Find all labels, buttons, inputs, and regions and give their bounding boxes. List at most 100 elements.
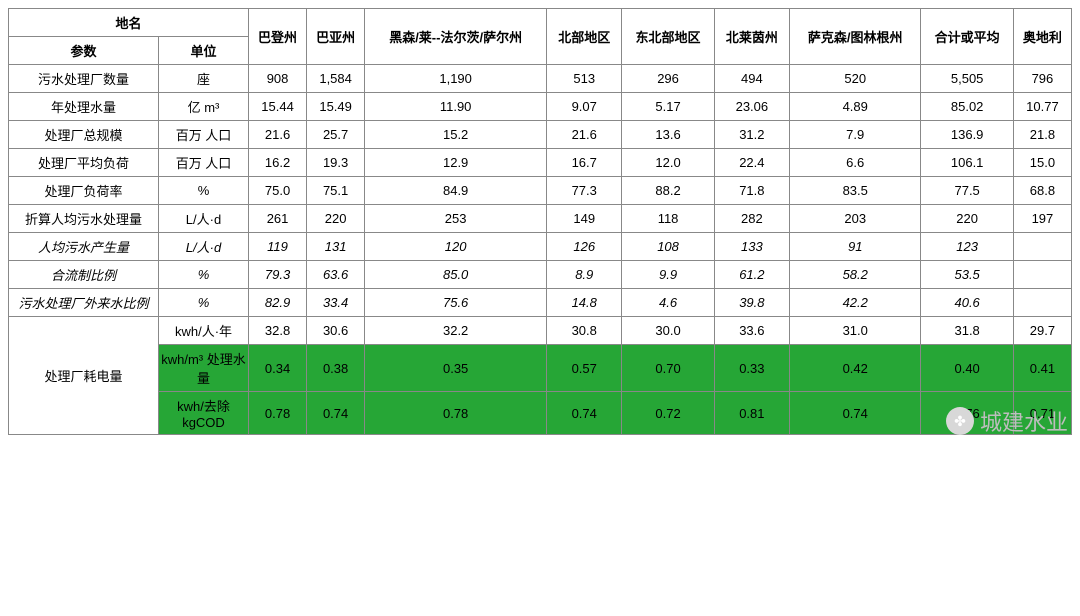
header-unit: 单位	[159, 37, 249, 65]
table-row: 折算人均污水处理量L/人·d26122025314911828220322019…	[9, 205, 1072, 233]
cell: 0.74	[307, 392, 365, 435]
cell: 0.78	[249, 392, 307, 435]
param-cell: 人均污水产生量	[9, 233, 159, 261]
cell: 31.8	[921, 317, 1013, 345]
header-placename: 地名	[9, 9, 249, 37]
cell: 0.74	[789, 392, 920, 435]
cell: 4.6	[622, 289, 714, 317]
cell: 0.41	[1013, 345, 1071, 392]
cell: 0.34	[249, 345, 307, 392]
region-1: 巴亚州	[307, 9, 365, 65]
region-0: 巴登州	[249, 9, 307, 65]
cell: 0.78	[365, 392, 547, 435]
cell	[1013, 261, 1071, 289]
cell	[1013, 233, 1071, 261]
cell: 0.71	[1013, 392, 1071, 435]
cell: 68.8	[1013, 177, 1071, 205]
cell: 136.9	[921, 121, 1013, 149]
cell: 15.2	[365, 121, 547, 149]
cell: 5.17	[622, 93, 714, 121]
cell: 88.2	[622, 177, 714, 205]
cell: 83.5	[789, 177, 920, 205]
cell: 33.4	[307, 289, 365, 317]
cell: 796	[1013, 65, 1071, 93]
cell: 16.7	[547, 149, 622, 177]
cell: 30.6	[307, 317, 365, 345]
cell: 29.7	[1013, 317, 1071, 345]
cell: 31.0	[789, 317, 920, 345]
cell: 0.42	[789, 345, 920, 392]
data-table: 地名 巴登州 巴亚州 黑森/莱--法尔茨/萨尔州 北部地区 东北部地区 北莱茵州…	[8, 8, 1072, 435]
cell: 0.81	[714, 392, 789, 435]
cell: 75.6	[365, 289, 547, 317]
cell: 0.57	[547, 345, 622, 392]
region-7: 合计或平均	[921, 9, 1013, 65]
param-cell: 合流制比例	[9, 261, 159, 289]
cell: 53.5	[921, 261, 1013, 289]
cell: 22.4	[714, 149, 789, 177]
cell: 253	[365, 205, 547, 233]
cell: 23.06	[714, 93, 789, 121]
cell: 203	[789, 205, 920, 233]
cell: 0.38	[307, 345, 365, 392]
cell: 520	[789, 65, 920, 93]
cell: 220	[921, 205, 1013, 233]
cell: 15.0	[1013, 149, 1071, 177]
cell: 30.8	[547, 317, 622, 345]
cell: 494	[714, 65, 789, 93]
cell: 1,584	[307, 65, 365, 93]
unit-cell: 座	[159, 65, 249, 93]
cell: 40.6	[921, 289, 1013, 317]
table-row: 污水处理厂数量座9081,5841,1905132964945205,50579…	[9, 65, 1072, 93]
region-3: 北部地区	[547, 9, 622, 65]
cell: 10.77	[1013, 93, 1071, 121]
unit-cell: kwh/m³ 处理水量	[159, 345, 249, 392]
unit-cell: 百万 人口	[159, 149, 249, 177]
cell: 31.2	[714, 121, 789, 149]
cell: 513	[547, 65, 622, 93]
param-cell: 处理厂平均负荷	[9, 149, 159, 177]
cell: 16.2	[249, 149, 307, 177]
region-5: 北莱茵州	[714, 9, 789, 65]
cell: 6.6	[789, 149, 920, 177]
region-8: 奥地利	[1013, 9, 1071, 65]
cell: 126	[547, 233, 622, 261]
cell: 0.35	[365, 345, 547, 392]
cell: 13.6	[622, 121, 714, 149]
param-cell-group: 处理厂耗电量	[9, 317, 159, 435]
cell: 908	[249, 65, 307, 93]
cell: 63.6	[307, 261, 365, 289]
cell: 25.7	[307, 121, 365, 149]
unit-cell: %	[159, 177, 249, 205]
cell: 4.89	[789, 93, 920, 121]
unit-cell: L/人·d	[159, 233, 249, 261]
unit-cell: kwh/人·年	[159, 317, 249, 345]
cell: 133	[714, 233, 789, 261]
cell: 149	[547, 205, 622, 233]
cell: 123	[921, 233, 1013, 261]
cell: 108	[622, 233, 714, 261]
param-cell: 处理厂总规模	[9, 121, 159, 149]
cell: 9.9	[622, 261, 714, 289]
unit-cell: %	[159, 261, 249, 289]
cell: 14.8	[547, 289, 622, 317]
cell: 84.9	[365, 177, 547, 205]
table-row: 处理厂耗电量kwh/人·年32.830.632.230.830.033.631.…	[9, 317, 1072, 345]
cell: 282	[714, 205, 789, 233]
cell: 21.8	[1013, 121, 1071, 149]
cell: 0.72	[622, 392, 714, 435]
cell: 1,190	[365, 65, 547, 93]
cell: 75.0	[249, 177, 307, 205]
cell: 220	[307, 205, 365, 233]
cell: 85.0	[365, 261, 547, 289]
param-cell: 污水处理厂外来水比例	[9, 289, 159, 317]
cell: 21.6	[547, 121, 622, 149]
table-row: 人均污水产生量L/人·d11913112012610813391123	[9, 233, 1072, 261]
cell: 58.2	[789, 261, 920, 289]
cell: 5,505	[921, 65, 1013, 93]
cell: 39.8	[714, 289, 789, 317]
param-cell: 处理厂负荷率	[9, 177, 159, 205]
region-4: 东北部地区	[622, 9, 714, 65]
cell: 9.07	[547, 93, 622, 121]
table-row: 处理厂负荷率%75.075.184.977.388.271.883.577.56…	[9, 177, 1072, 205]
